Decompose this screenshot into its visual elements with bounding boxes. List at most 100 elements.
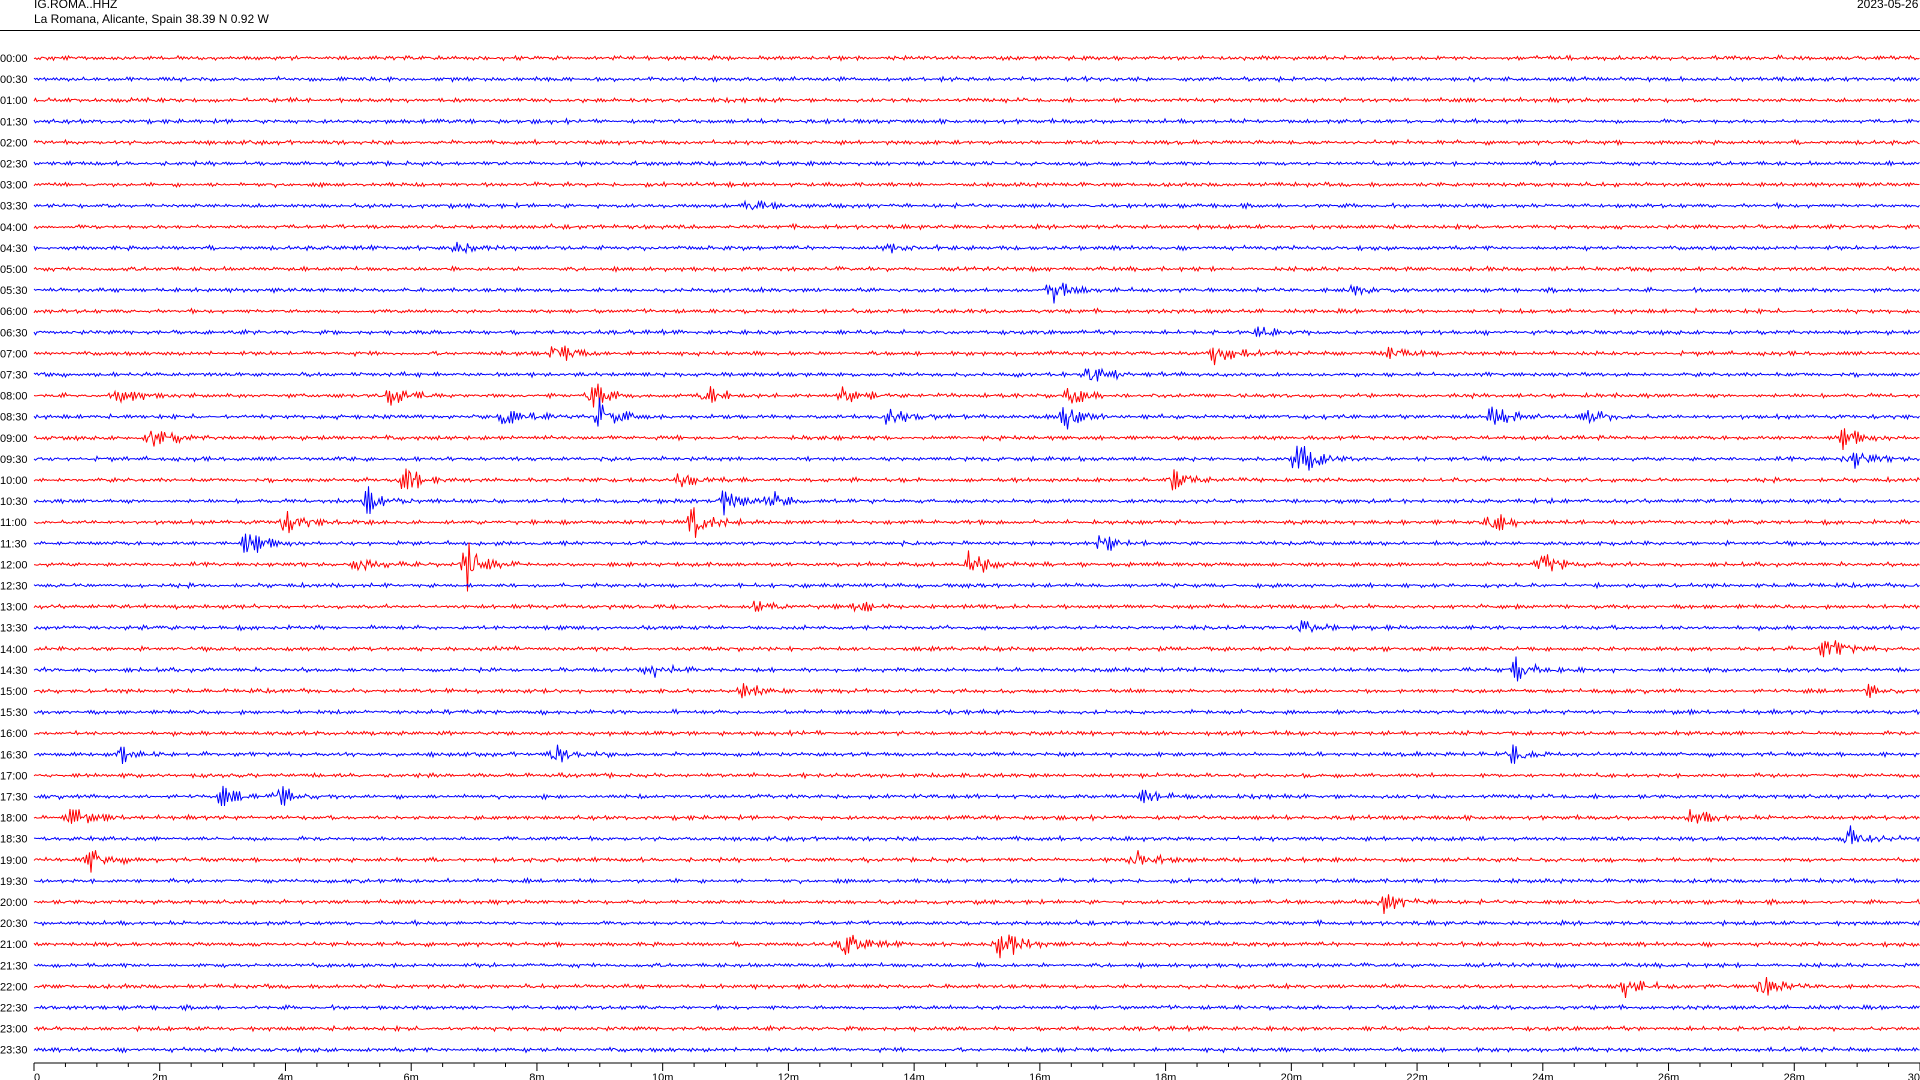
seismic-trace-row: [33, 850, 1920, 873]
seismic-trace-row: [33, 894, 1920, 915]
seismic-trace-row: [33, 581, 1920, 590]
time-axis-tick-label: 8m: [529, 1072, 544, 1080]
seismic-trace-row: [33, 180, 1920, 189]
row-time-label: 16:00: [0, 728, 28, 740]
time-axis-tick-label: 18m: [1155, 1072, 1176, 1080]
seismic-trace-row: [33, 919, 1920, 927]
row-time-label: 14:00: [0, 644, 28, 656]
time-axis-tick-label: 16m: [1029, 1072, 1050, 1080]
seismic-trace-row: [33, 507, 1920, 538]
seismic-trace-row: [33, 976, 1920, 999]
seismic-trace-row: [33, 683, 1920, 699]
row-time-label: 03:00: [0, 180, 28, 192]
time-axis-tick-label: 4m: [278, 1072, 293, 1080]
seismic-trace-row: [33, 397, 1920, 430]
station-location: La Romana, Alicante, Spain 38.39 N 0.92 …: [34, 12, 269, 26]
seismic-trace-row: [33, 961, 1920, 970]
time-axis-tick-label: 10m: [652, 1072, 673, 1080]
time-axis: 0 2m 4m 6m 8m 10m 12m 14m 16m 18m 20m 22m 24m 26m 28m 3…: [33, 1062, 1920, 1080]
row-time-label: 05:00: [0, 264, 28, 276]
row-time-label: 15:30: [0, 707, 28, 719]
row-time-label: 15:00: [0, 686, 28, 698]
seismic-trace-row: [33, 620, 1920, 634]
plot-header: IG.ROMA..HHZ La Romana, Alicante, Spain …: [0, 0, 1920, 31]
row-time-label: 18:30: [0, 834, 28, 846]
seismic-trace-row: [33, 771, 1920, 780]
row-time-label: 11:30: [0, 538, 27, 550]
row-time-label: 01:00: [0, 95, 28, 107]
row-label-group: 00:00 00:30 01:00 01:30 02:00 02:30 03:00 03:30…: [0, 53, 28, 1057]
seismic-trace-row: [33, 428, 1920, 451]
seismic-trace-row: [33, 1045, 1920, 1054]
seismic-trace-row: [33, 282, 1920, 304]
time-axis-tick-label: 12m: [778, 1072, 799, 1080]
row-time-label: 23:00: [0, 1024, 28, 1036]
seismic-trace-row: [33, 1003, 1920, 1012]
row-time-label: 04:30: [0, 243, 28, 255]
time-axis-tick-label: 30: [1908, 1072, 1920, 1080]
seismic-trace-row: [33, 265, 1920, 273]
time-axis-tick-label: 20m: [1281, 1072, 1302, 1080]
row-time-label: 01:30: [0, 116, 28, 128]
row-time-label: 07:30: [0, 370, 28, 382]
row-time-label: 10:30: [0, 496, 28, 508]
time-axis-tick-label: 22m: [1406, 1072, 1427, 1080]
row-time-label: 20:30: [0, 918, 28, 930]
row-time-label: 02:30: [0, 159, 28, 171]
seismic-trace-row: [33, 640, 1920, 658]
seismic-trace-row: [33, 542, 1920, 592]
time-axis-tick-label: 26m: [1658, 1072, 1679, 1080]
row-time-label: 09:30: [0, 454, 28, 466]
seismic-trace-row: [33, 808, 1920, 824]
row-time-label: 20:00: [0, 897, 28, 909]
row-time-label: 00:30: [0, 74, 28, 86]
row-time-label: 08:30: [0, 412, 28, 424]
time-axis-tick-label: 2m: [152, 1072, 167, 1080]
station-code: IG.ROMA..HHZ: [34, 0, 118, 11]
seismic-trace-row: [33, 876, 1920, 885]
row-time-label: 21:30: [0, 960, 28, 972]
seismic-trace-row: [33, 326, 1920, 338]
time-axis-tick-label: 0: [34, 1072, 40, 1080]
row-time-label: 06:30: [0, 327, 28, 339]
row-time-label: 19:30: [0, 876, 28, 888]
row-time-label: 02:00: [0, 137, 28, 149]
seismic-trace-row: [33, 54, 1920, 62]
time-axis-tick-label: 24m: [1532, 1072, 1553, 1080]
row-time-label: 16:30: [0, 749, 28, 761]
row-time-label: 22:30: [0, 1003, 28, 1015]
row-time-label: 08:00: [0, 391, 28, 403]
seismic-trace-row: [33, 367, 1920, 382]
seismic-trace-row: [33, 222, 1920, 231]
plot-date: 2023-05-26: [1857, 0, 1919, 11]
row-time-label: 17:00: [0, 770, 28, 782]
seismic-trace-row: [33, 468, 1920, 491]
seismic-trace-row: [33, 744, 1920, 764]
row-time-label: 12:30: [0, 581, 28, 593]
seismic-trace-row: [33, 96, 1920, 105]
seismic-trace-row: [33, 486, 1920, 516]
seismic-trace-row: [33, 533, 1920, 553]
seismic-trace-row: [33, 159, 1920, 168]
row-time-label: 17:30: [0, 792, 28, 804]
seismic-trace-row: [33, 934, 1920, 959]
row-time-label: 06:00: [0, 306, 28, 318]
row-time-label: 09:00: [0, 433, 28, 445]
row-time-label: 22:00: [0, 981, 28, 993]
seismic-trace-row: [33, 656, 1920, 682]
row-time-label: 10:00: [0, 475, 28, 487]
row-time-label: 23:30: [0, 1045, 28, 1057]
seismic-trace-row: [33, 1024, 1920, 1033]
trace-group: [33, 54, 1920, 1054]
row-time-label: 03:30: [0, 201, 28, 213]
seismic-trace-row: [33, 75, 1920, 83]
row-time-label: 13:30: [0, 623, 28, 635]
row-time-label: 19:00: [0, 855, 28, 867]
seismic-trace-row: [33, 383, 1920, 408]
time-axis-tick-label: 28m: [1784, 1072, 1805, 1080]
row-time-label: 14:30: [0, 665, 28, 677]
seismic-trace-row: [33, 241, 1920, 255]
row-time-label: 07:00: [0, 348, 28, 360]
seismic-trace-row: [33, 445, 1920, 471]
seismic-trace-row: [33, 825, 1920, 845]
